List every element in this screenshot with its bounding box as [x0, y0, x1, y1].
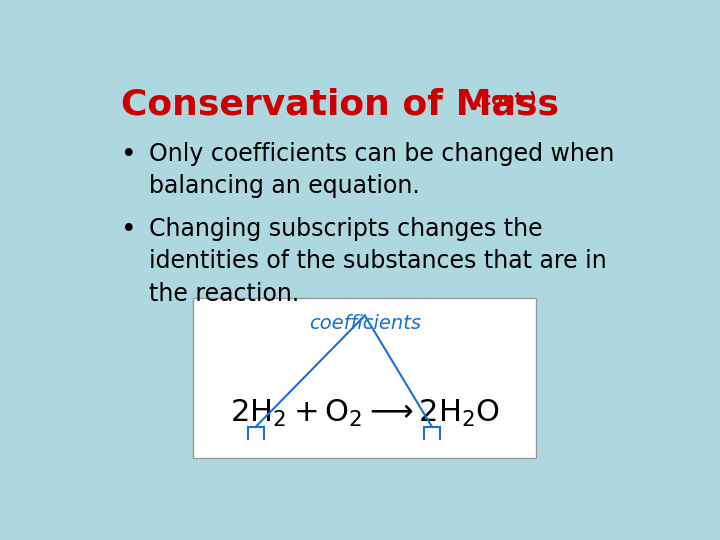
Text: coefficients: coefficients	[309, 314, 420, 333]
Text: •: •	[121, 217, 136, 242]
Text: (cont.): (cont.)	[475, 91, 538, 109]
Text: $\mathregular{2H_2 + O_2 \longrightarrow 2H_2O}$: $\mathregular{2H_2 + O_2 \longrightarrow…	[230, 397, 500, 429]
FancyBboxPatch shape	[193, 298, 536, 458]
Text: Only coefficients can be changed when
balancing an equation.: Only coefficients can be changed when ba…	[148, 141, 614, 198]
Text: •: •	[121, 141, 136, 168]
Text: Changing subscripts changes the
identities of the substances that are in
the rea: Changing subscripts changes the identiti…	[148, 217, 606, 306]
Text: Conservation of Mass: Conservation of Mass	[121, 87, 559, 122]
